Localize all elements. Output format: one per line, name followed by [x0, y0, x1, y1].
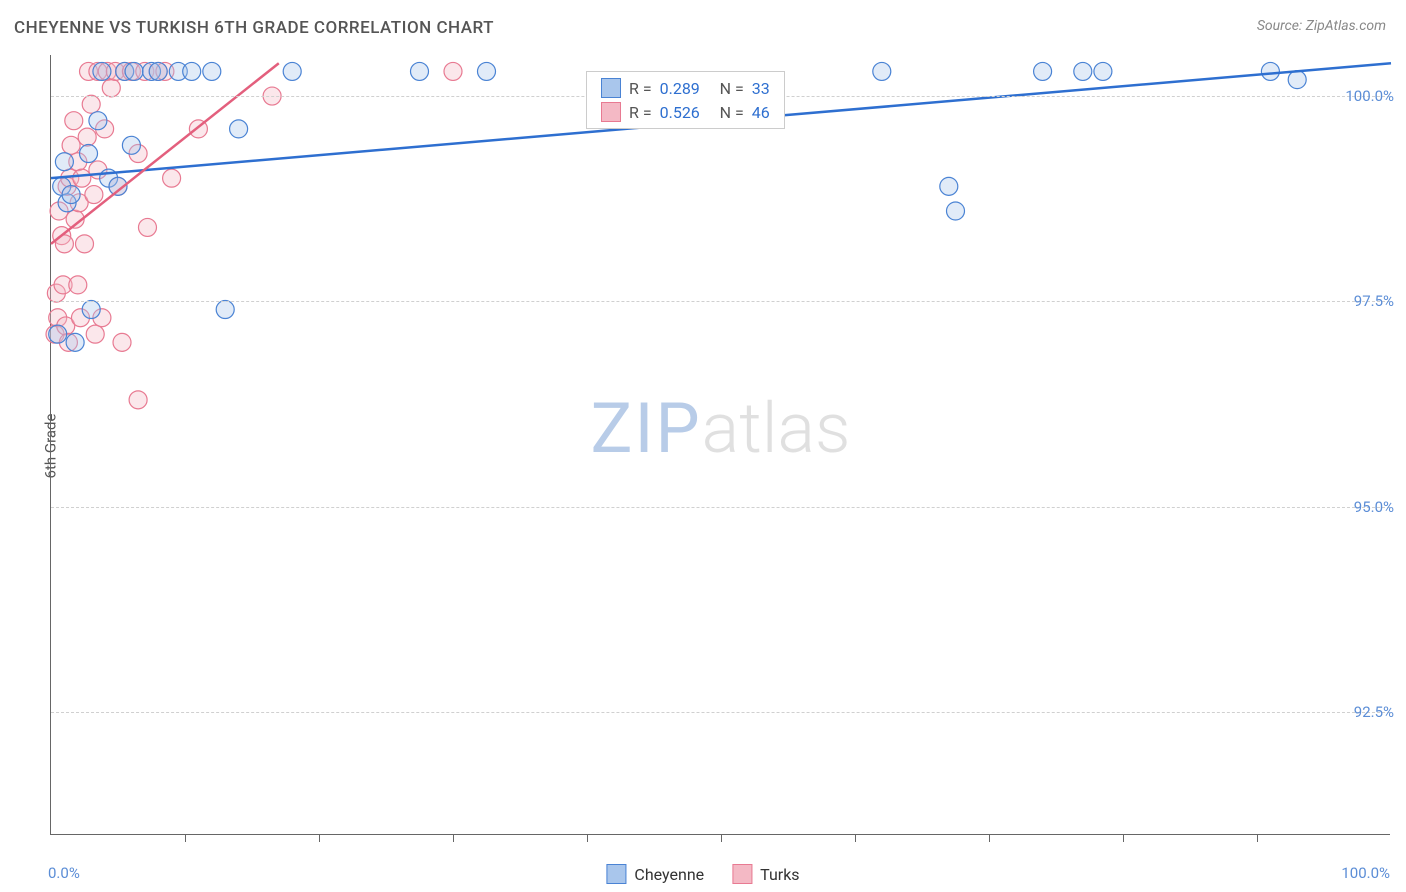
gridline	[51, 301, 1390, 302]
turks-point	[69, 276, 87, 294]
stats-legend: R = 0.289 N = 33 R = 0.526 N = 46	[586, 71, 785, 129]
cheyenne-swatch-icon	[606, 864, 626, 884]
cheyenne-point	[125, 62, 143, 80]
y-tick-label: 100.0%	[1345, 87, 1394, 105]
x-tick-label: 100.0%	[1330, 864, 1390, 882]
legend-item-turks: Turks	[732, 864, 799, 884]
y-tick-label: 97.5%	[1354, 292, 1394, 310]
stats-legend-row-cheyenne: R = 0.289 N = 33	[587, 76, 784, 100]
cheyenne-point	[203, 62, 221, 80]
scatter-plot	[51, 55, 1390, 834]
cheyenne-point	[183, 62, 201, 80]
turks-point	[76, 235, 94, 253]
cheyenne-point	[940, 177, 958, 195]
cheyenne-point	[478, 62, 496, 80]
cheyenne-point	[216, 301, 234, 319]
cheyenne-point	[1074, 62, 1092, 80]
turks-point	[113, 333, 131, 351]
turks-point	[86, 325, 104, 343]
x-tick	[319, 834, 320, 842]
cheyenne-point	[149, 62, 167, 80]
gridline	[51, 712, 1390, 713]
stats-legend-row-turks: R = 0.526 N = 46	[587, 100, 784, 124]
r-label: R =	[629, 103, 652, 122]
turks-point	[163, 169, 181, 187]
turks-point	[444, 62, 462, 80]
chart-area: ZIPatlas	[50, 55, 1390, 835]
source-attribution: Source: ZipAtlas.com	[1257, 18, 1386, 34]
cheyenne-point	[411, 62, 429, 80]
legend-item-cheyenne: Cheyenne	[606, 864, 704, 884]
cheyenne-point	[873, 62, 891, 80]
turks-point	[78, 128, 96, 146]
r-label: R =	[629, 79, 652, 98]
turks-point	[138, 218, 156, 236]
cheyenne-point	[1261, 62, 1279, 80]
chart-container: CHEYENNE VS TURKISH 6TH GRADE CORRELATIO…	[0, 0, 1406, 892]
cheyenne-point	[55, 153, 73, 171]
x-tick	[1123, 834, 1124, 842]
turks-swatch-icon	[601, 102, 621, 122]
cheyenne-swatch-icon	[601, 78, 621, 98]
r-value: 0.289	[660, 79, 712, 98]
cheyenne-point	[66, 333, 84, 351]
turks-point	[85, 186, 103, 204]
series-legend: Cheyenne Turks	[606, 864, 799, 884]
x-tick	[587, 834, 588, 842]
r-value: 0.526	[660, 103, 712, 122]
cheyenne-point	[93, 62, 111, 80]
cheyenne-point	[947, 202, 965, 220]
cheyenne-point	[122, 136, 140, 154]
x-tick	[721, 834, 722, 842]
x-tick	[453, 834, 454, 842]
n-label: N =	[720, 79, 744, 98]
y-tick-label: 95.0%	[1354, 498, 1394, 516]
cheyenne-point	[49, 325, 67, 343]
x-tick	[185, 834, 186, 842]
n-label: N =	[720, 103, 744, 122]
legend-label: Turks	[760, 865, 799, 884]
n-value: 33	[752, 79, 770, 98]
cheyenne-point	[283, 62, 301, 80]
x-tick	[989, 834, 990, 842]
x-tick	[855, 834, 856, 842]
turks-point	[102, 79, 120, 97]
cheyenne-point	[1288, 71, 1306, 89]
turks-point	[82, 95, 100, 113]
y-tick-label: 92.5%	[1354, 703, 1394, 721]
cheyenne-point	[1094, 62, 1112, 80]
cheyenne-point	[1034, 62, 1052, 80]
turks-point	[129, 391, 147, 409]
legend-label: Cheyenne	[634, 865, 704, 884]
chart-title: CHEYENNE VS TURKISH 6TH GRADE CORRELATIO…	[14, 18, 494, 38]
x-tick-label: 0.0%	[48, 864, 80, 882]
gridline	[51, 507, 1390, 508]
cheyenne-point	[230, 120, 248, 138]
turks-point	[62, 136, 80, 154]
turks-point	[65, 112, 83, 130]
turks-swatch-icon	[732, 864, 752, 884]
x-tick	[1257, 834, 1258, 842]
turks-point	[73, 169, 91, 187]
n-value: 46	[752, 103, 770, 122]
cheyenne-point	[80, 145, 98, 163]
cheyenne-point	[82, 301, 100, 319]
cheyenne-point	[62, 186, 80, 204]
cheyenne-point	[89, 112, 107, 130]
